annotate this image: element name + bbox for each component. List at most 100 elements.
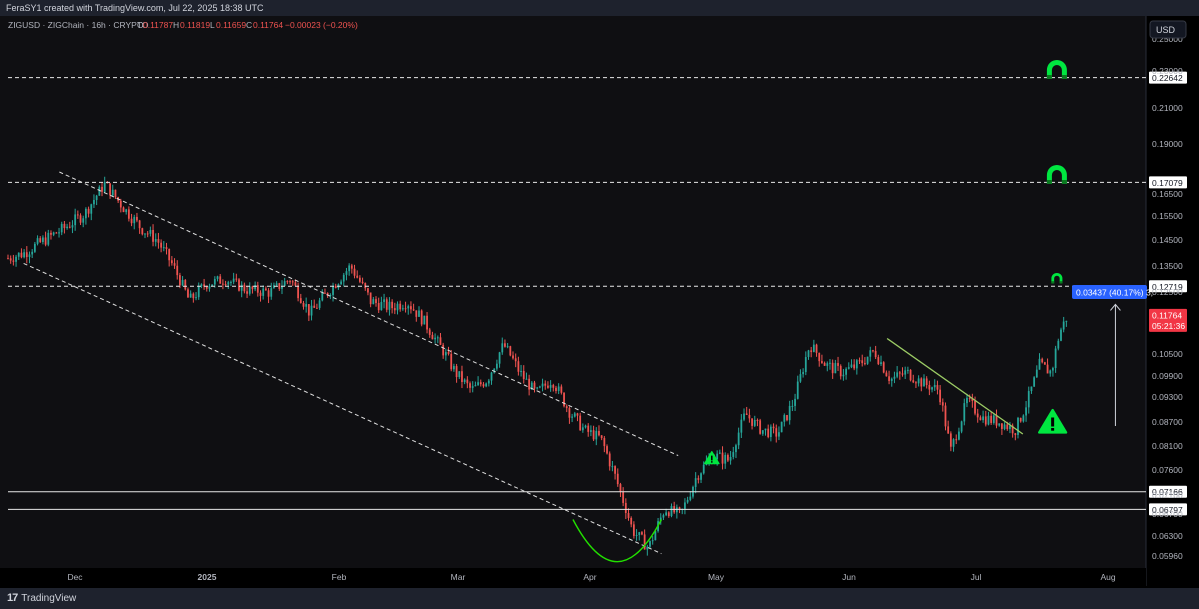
candle-body	[877, 357, 880, 365]
candle-body	[968, 397, 971, 399]
candle-body	[646, 546, 649, 550]
currency-button[interactable]: USD	[1149, 20, 1187, 39]
magnet-icon[interactable]	[1046, 165, 1067, 184]
candle-body	[971, 398, 974, 401]
horizontal-levels[interactable]: 0.22642 0.17079 0.12719 0.07166 0.06797	[8, 71, 1187, 516]
candle-body	[627, 513, 630, 518]
price-tick-label: 0.08100	[1152, 441, 1183, 451]
candle-body	[990, 415, 993, 423]
trendline[interactable]	[886, 337, 1024, 435]
candle-body	[555, 387, 557, 391]
candle-body	[584, 425, 587, 428]
price-tick-label: 0.05960	[1152, 551, 1183, 561]
price-chart[interactable]: 0.22642 0.17079 0.12719 0.07166 0.06797 0.03…	[0, 16, 1199, 586]
candle-body	[401, 308, 404, 310]
candle-body	[192, 293, 195, 299]
level-price-tag	[1149, 280, 1187, 293]
candle-body	[649, 541, 651, 547]
magnet-tip	[1059, 281, 1063, 284]
candle-body	[364, 283, 367, 289]
candle-body	[122, 207, 125, 213]
candle-body	[761, 430, 764, 434]
candle-body	[984, 416, 987, 425]
candle-body	[200, 284, 203, 287]
level-price-label: 0.06797	[1152, 505, 1183, 515]
time-tick-label: Jun	[842, 572, 856, 582]
candle-body	[324, 292, 326, 294]
candle-body	[1022, 415, 1025, 422]
candle-body	[906, 369, 909, 371]
candle-body	[444, 352, 447, 356]
candle-body	[60, 223, 63, 233]
currency-button-bg[interactable]	[1149, 20, 1187, 39]
candle-body	[727, 454, 729, 461]
candle-body	[25, 252, 28, 258]
tradingview-logo[interactable]: 17 TradingView	[7, 588, 76, 609]
time-axis[interactable]	[0, 568, 1146, 586]
rounding-bottom-arc[interactable]	[572, 519, 663, 563]
candle-body	[428, 329, 431, 335]
candle-body	[310, 305, 313, 316]
candle-body	[898, 372, 901, 374]
channel-line[interactable]	[59, 171, 679, 457]
warning-icon[interactable]	[1038, 408, 1068, 434]
candle-body	[466, 379, 469, 384]
currency-button-label[interactable]: USD	[1156, 25, 1176, 35]
candle-body	[154, 239, 157, 242]
candle-body	[595, 430, 598, 440]
candle-body	[299, 298, 302, 303]
price-axis[interactable]	[1146, 16, 1199, 586]
annotations[interactable]: 0.03437 (40.17%) 3,	[572, 60, 1153, 563]
candle-body	[831, 362, 834, 374]
candle-body	[238, 279, 240, 291]
candle-body	[87, 208, 90, 214]
open-value: 0.11787	[143, 20, 173, 30]
candle-body	[469, 383, 471, 388]
warning-icon[interactable]	[703, 450, 720, 465]
candle-body	[700, 473, 702, 480]
candle-body	[1046, 364, 1049, 374]
candle-body	[157, 239, 160, 243]
chart-area[interactable]: 0.22642 0.17079 0.12719 0.07166 0.06797 0.03…	[0, 16, 1199, 586]
candle-body	[826, 363, 829, 366]
candle-body	[662, 515, 665, 518]
magnet-icon[interactable]	[1051, 272, 1063, 284]
candle-body	[702, 464, 705, 474]
candle-body	[213, 278, 216, 285]
candle-body	[477, 382, 479, 386]
candle-body	[541, 383, 544, 387]
warning-dot	[711, 461, 713, 463]
candle-body	[759, 420, 762, 434]
candle-body	[463, 379, 466, 383]
candle-body	[858, 360, 861, 362]
level-price-tag	[1149, 176, 1187, 189]
candle-body	[735, 445, 737, 453]
candle-body	[1014, 433, 1017, 435]
magnet-icon[interactable]	[1046, 60, 1067, 79]
magnet-shape	[1046, 60, 1067, 79]
descending-channel[interactable]	[23, 171, 679, 555]
candle-body	[141, 228, 144, 235]
candle-body	[520, 370, 522, 372]
candle-body	[861, 360, 864, 364]
candle-body	[630, 517, 633, 525]
candle-body	[270, 288, 273, 297]
candle-body	[974, 400, 976, 414]
candle-body	[815, 344, 818, 353]
candle-body	[17, 252, 20, 257]
candle-body	[847, 367, 850, 369]
candle-body	[33, 243, 36, 252]
candle-body	[638, 532, 641, 535]
candle-body	[579, 415, 582, 431]
candle-body	[834, 363, 837, 374]
channel-line[interactable]	[23, 262, 662, 555]
candle-body	[377, 302, 380, 311]
price-tick-label: 0.14500	[1152, 235, 1183, 245]
candle-body	[36, 238, 39, 244]
candle-body	[160, 242, 163, 248]
candle-body	[1043, 362, 1046, 365]
candle-body	[436, 337, 439, 339]
candle-body	[136, 216, 138, 221]
tradingview-brand: TradingView	[21, 593, 77, 604]
candle-body	[442, 344, 445, 356]
